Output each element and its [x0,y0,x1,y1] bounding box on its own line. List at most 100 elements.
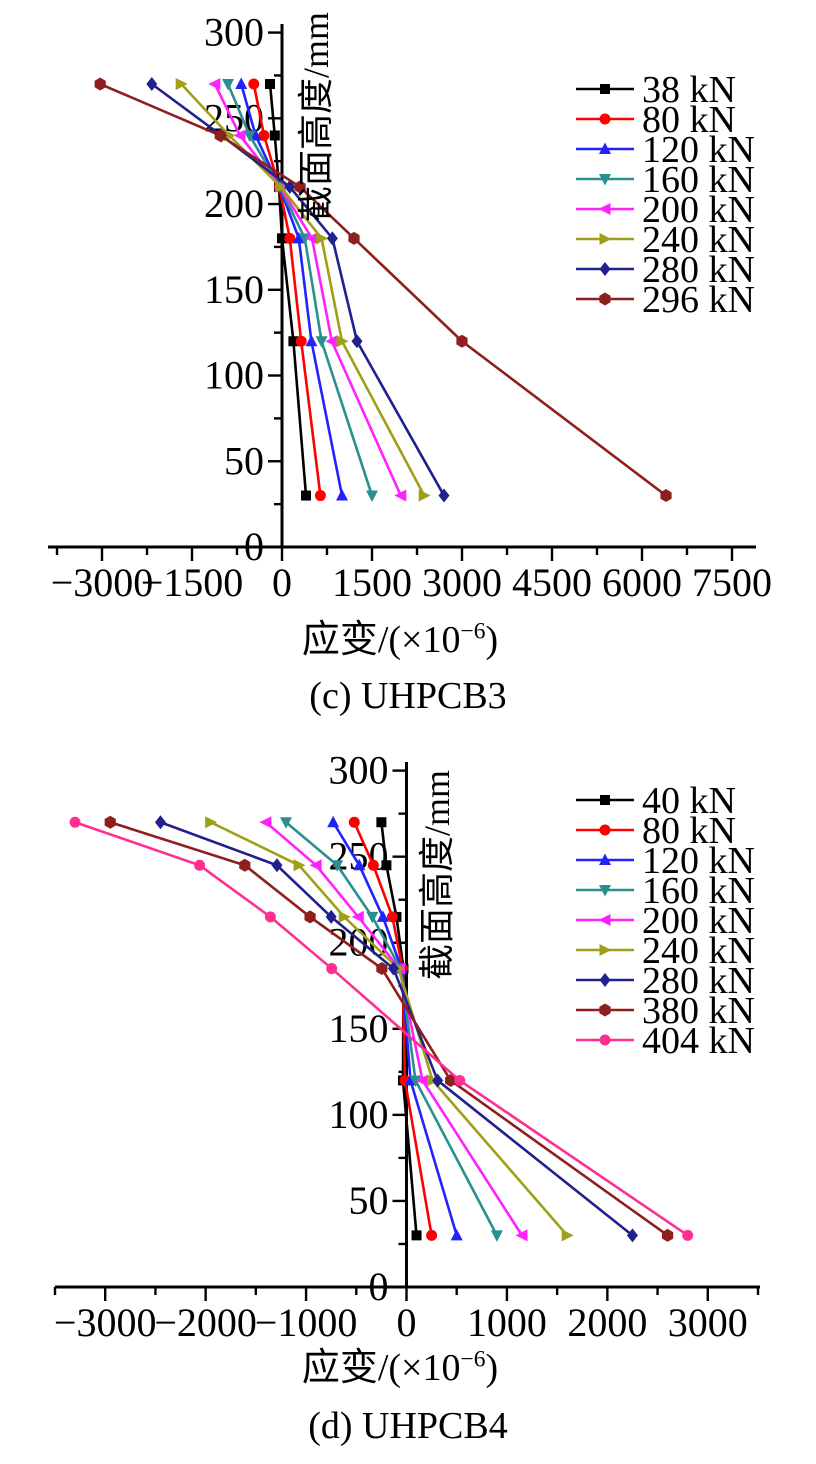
triangle-right-marker [316,232,329,245]
y-tick-label: 50 [348,1178,388,1223]
x-tick-label: 3000 [422,560,502,605]
x-axis-label-superscript: −6 [460,1346,486,1373]
triangle-right-marker [293,859,306,872]
hexagon-marker [104,815,116,829]
y-tick-label: 250 [328,834,388,879]
legend-item: 280 kN [576,249,755,291]
series-line [213,83,402,497]
triangle-right-marker [205,816,218,829]
chart-caption: (c) UHPCB3 [309,675,507,717]
legend-label: 240 kN [642,930,755,972]
legend-label: 160 kN [642,159,755,201]
triangle-up-marker [305,334,318,347]
x-tick-label: −3000 [54,1300,157,1345]
circle-marker [248,78,260,90]
triangle-down-marker [243,130,256,142]
diamond-marker [599,262,611,276]
x-axis-label-text: 应变/(×10 [301,619,461,661]
triangle-right-marker [175,78,188,91]
legend-label: 80 kN [642,810,736,852]
x-axis-label: 应变/(×10−6) [200,608,600,663]
circle-marker [284,232,296,244]
series-120-kN [327,815,463,1241]
diamond-marker [599,973,611,987]
triangle-right-marker [599,233,612,245]
triangle-right-marker [561,1229,574,1242]
x-tick-label: −1500 [141,560,244,605]
legend-item: 380 kN [576,990,755,1032]
hexagon-marker [662,1228,674,1242]
legend-item: 200 kN [576,900,755,942]
x-axis-label: 应变/(×10−6) [200,1336,600,1391]
series-line [380,822,418,1236]
triangle-right-marker [336,335,349,348]
triangle-down-marker [315,336,328,348]
legend-item: 80 kN [576,810,736,852]
chart-uhpcb3-canvas: −3000−1500 0 1500 3000 4500 6000 7500050100150… [48,10,772,605]
legend-label: 200 kN [642,189,755,231]
legend-label: 38 kN [642,69,736,111]
x-tick-label: 3000 [668,1300,748,1345]
legend-label: 280 kN [642,960,755,1002]
x-tick-label: 1500 [332,560,412,605]
series-line [239,83,344,496]
y-tick-label: 50 [224,438,264,483]
triangle-right-marker [599,944,612,956]
triangle-up-marker [235,77,248,90]
legend-item: 120 kN [576,840,755,882]
square-marker [600,84,610,94]
legend-item: 38 kN [576,69,736,111]
x-tick-label: 7500 [692,560,772,605]
x-tick-label: 4500 [512,560,592,605]
series-200-kN [259,816,528,1242]
triangle-up-marker [376,910,389,922]
legend-item: 240 kN [576,930,755,972]
triangle-up-marker [292,231,305,244]
series-404-kN [69,816,694,1241]
x-tick-label: 0 [272,560,292,605]
series-line [180,83,426,497]
series-80-kN [348,816,438,1241]
legend-label: 40 kN [642,780,736,822]
triangle-up-marker [336,489,348,501]
triangle-down-marker [409,1075,422,1087]
legend-item: 296 kN [576,279,755,321]
hexagon-marker [376,962,388,976]
chart-caption: (d) UHPCB4 [308,1405,508,1447]
triangle-left-marker [598,203,611,215]
y-tick-label: 150 [328,1006,388,1051]
circle-marker [599,113,611,125]
series-380-kN [104,815,674,1242]
triangle-left-marker [416,1074,429,1087]
square-marker [269,130,280,141]
legend-label: 80 kN [642,99,736,141]
hexagon-marker [599,1003,611,1017]
hexagon-marker [456,334,468,348]
square-marker [381,860,392,871]
circle-marker [258,129,270,141]
diamond-marker [146,77,158,92]
chart-uhpcb4-canvas: −3000−2000−1000 0 1000 2000 3000050100150200… [53,748,760,1345]
triangle-down-marker [599,885,611,897]
legend-item: 280 kN [576,960,755,1002]
square-marker [265,79,275,90]
hexagon-marker [660,489,672,503]
series-line [252,83,322,496]
series-line [268,83,308,496]
legend-label: 160 kN [642,870,755,912]
legend-item: 120 kN [576,129,755,171]
legend-label: 120 kN [642,129,755,171]
triangle-left-marker [233,129,246,142]
triangle-left-marker [598,914,611,926]
x-axis-label-close: ) [485,619,499,661]
legend-label: 296 kN [642,279,755,321]
hexagon-marker [239,858,251,872]
series-line [226,83,374,496]
chart-uhpcb3-figure: −3000 −1500 0 1500 3000 4500 6000 7500 0 50 100 150… [48,10,772,717]
triangle-left-marker [325,335,338,348]
circle-marker [386,911,398,923]
circle-marker [599,824,611,836]
triangle-down-marker [599,174,611,186]
triangle-left-marker [394,489,407,502]
